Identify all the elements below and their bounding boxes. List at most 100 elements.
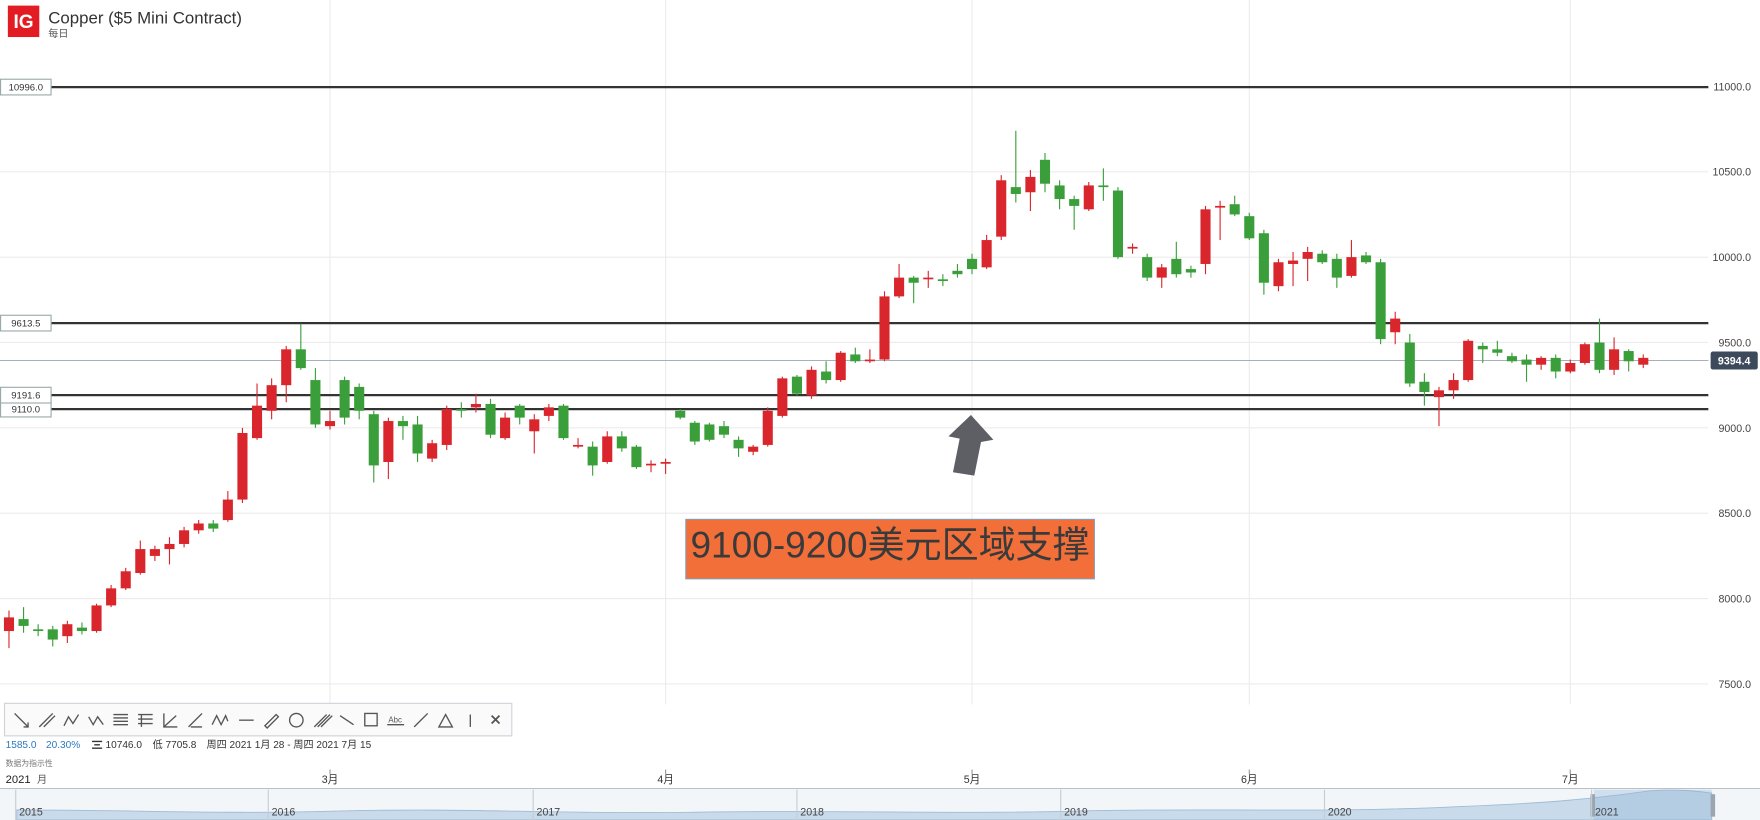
candle-body — [427, 443, 438, 459]
candle-body — [208, 523, 219, 529]
candle-body — [1404, 342, 1415, 384]
level-label: 10996.0 — [9, 82, 43, 93]
y-tick-label: 8000.0 — [1718, 594, 1751, 606]
candle-body — [470, 403, 481, 408]
y-tick-label: 10000.0 — [1713, 252, 1752, 264]
candle-body — [1244, 216, 1255, 239]
tool-icon[interactable] — [211, 714, 229, 727]
candle-body — [616, 436, 627, 449]
candle-body — [966, 258, 978, 270]
candle-body — [62, 624, 73, 637]
candle-body — [1156, 267, 1167, 278]
candle-body — [1550, 357, 1561, 372]
candle-body — [923, 277, 934, 280]
candle-body — [1025, 176, 1036, 193]
x-year: 2021 — [6, 774, 31, 786]
stat-note: 数据为指示性 — [6, 758, 53, 768]
candle-body — [1215, 205, 1226, 208]
x-unit: 月 — [37, 774, 47, 786]
level-label: 9613.5 — [11, 318, 40, 329]
candle-body — [1360, 255, 1372, 263]
candle-body — [1229, 204, 1240, 215]
candle-body — [1506, 356, 1517, 362]
candle-body — [1127, 246, 1138, 249]
candle-body — [1536, 357, 1547, 365]
tool-icon[interactable] — [313, 714, 333, 728]
tool-icon[interactable] — [263, 713, 280, 729]
candle-body — [937, 279, 948, 282]
candle-body — [106, 588, 117, 606]
navigator-window[interactable] — [1593, 789, 1712, 820]
candle-body — [1565, 362, 1576, 372]
candle-body — [529, 419, 540, 432]
navigator-year: 2015 — [19, 807, 43, 819]
tool-icon[interactable] — [88, 715, 104, 727]
navigator-handle[interactable] — [1590, 794, 1595, 817]
candle-body — [1448, 380, 1459, 391]
tool-icon[interactable]: Abc — [388, 715, 402, 724]
tool-icon[interactable] — [413, 712, 429, 728]
candle-body — [806, 369, 817, 396]
tool-icon[interactable] — [437, 713, 454, 728]
y-tick-label: 10500.0 — [1713, 167, 1752, 179]
y-tick-label: 9500.0 — [1718, 337, 1751, 349]
tool-icon[interactable] — [339, 715, 354, 726]
candle-body — [1317, 253, 1328, 263]
stat-change-pct: 20.30% — [46, 740, 80, 751]
tool-icon[interactable] — [188, 712, 203, 728]
candle-body — [1477, 345, 1488, 350]
high-icon — [92, 740, 103, 749]
tool-icon[interactable] — [288, 712, 304, 728]
candle-body — [602, 436, 613, 463]
candle-body — [164, 543, 175, 550]
tool-icon[interactable] — [113, 713, 128, 726]
chart-subtitle: 每日 — [48, 27, 68, 40]
candle-body — [689, 422, 700, 442]
candle-body — [631, 446, 642, 468]
level-label: 9191.6 — [11, 391, 40, 402]
logo — [7, 5, 40, 38]
y-tick-label: 9000.0 — [1718, 423, 1751, 435]
candle-body — [1083, 185, 1094, 210]
stat-change: 1585.0 — [6, 740, 37, 751]
candle-body — [1390, 318, 1401, 333]
tool-icon[interactable] — [38, 712, 56, 728]
tool-icon[interactable] — [63, 714, 80, 727]
candle-body — [1288, 260, 1299, 264]
candle-body — [1273, 262, 1284, 287]
close-icon[interactable] — [490, 715, 501, 725]
candle-body — [1185, 269, 1196, 273]
candle-body — [1039, 159, 1051, 184]
candles — [3, 130, 1649, 649]
candle-body — [1112, 190, 1124, 258]
candle-body — [456, 409, 467, 411]
navigator-handle[interactable] — [1710, 794, 1716, 817]
tool-icon[interactable] — [138, 713, 153, 727]
tool-icon[interactable] — [163, 713, 178, 728]
y-tick-label: 8500.0 — [1718, 508, 1751, 520]
candle-body — [266, 385, 277, 411]
candle-body — [1609, 349, 1620, 370]
candle-body — [748, 446, 759, 452]
candle-body — [514, 405, 525, 418]
candle-body — [1054, 185, 1065, 200]
candle-body — [573, 444, 584, 447]
navigator-year: 2019 — [1064, 807, 1088, 819]
candle-body — [1142, 257, 1153, 278]
candle-body — [1638, 357, 1649, 365]
x-tick-label: 3月 — [322, 774, 339, 786]
candle-body — [850, 354, 861, 362]
tool-icon[interactable] — [14, 712, 29, 728]
navigator-year: 2018 — [800, 807, 824, 819]
candle-body — [558, 405, 569, 439]
navigator-year: 2020 — [1328, 807, 1352, 819]
tool-icon[interactable] — [364, 712, 378, 727]
candle-body — [1419, 381, 1430, 393]
level-label-box — [0, 78, 52, 96]
candle-body — [1463, 340, 1474, 381]
candle-body — [894, 277, 905, 297]
candle-body — [33, 629, 44, 632]
candle-body — [179, 530, 190, 544]
